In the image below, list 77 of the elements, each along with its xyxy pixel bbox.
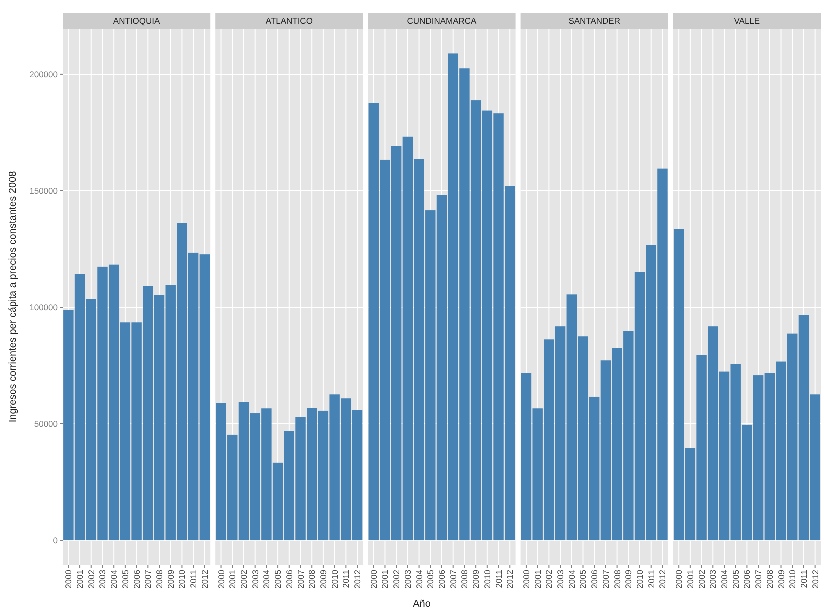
- x-tick-label: 2002: [544, 570, 554, 589]
- chart-title: ANTIOQUIA: [113, 16, 160, 26]
- y-tick-label: 50000: [34, 419, 58, 430]
- x-tick-label: 2005: [578, 570, 588, 589]
- x-tick-label: 2003: [98, 570, 108, 589]
- x-tick-label: 2004: [719, 570, 730, 589]
- y-tick-label: 100000: [30, 302, 58, 312]
- x-tick-label: 2010: [635, 570, 646, 589]
- x-tick-label: 2006: [742, 570, 752, 589]
- chart-title: SANTANDER: [568, 16, 620, 26]
- x-tick-label: 2011: [341, 570, 352, 588]
- x-tick-label: 2005: [426, 570, 436, 589]
- x-tick-label: 2006: [132, 570, 142, 589]
- x-tick-label: 2000: [216, 570, 226, 589]
- chart-title: ATLANTICO: [266, 16, 314, 26]
- x-tick-label: 2009: [318, 570, 328, 589]
- x-tick-label: 2009: [776, 570, 786, 589]
- x-tick-label: 2009: [166, 570, 176, 589]
- x-tick-label: 2010: [482, 570, 492, 589]
- x-tick-label: 2003: [250, 570, 260, 589]
- x-tick-label: 2008: [307, 570, 318, 589]
- y-tick-label: 150000: [30, 186, 58, 196]
- x-tick-label: 2012: [810, 570, 820, 589]
- x-tick-label: 2003: [708, 570, 718, 589]
- x-tick-label: 2008: [460, 570, 470, 589]
- x-tick-label: 2009: [624, 570, 634, 589]
- x-tick-label: 2007: [143, 570, 154, 589]
- x-tick-label: 2000: [64, 570, 74, 589]
- x-tick-label: 2001: [75, 570, 86, 589]
- x-tick-label: 2007: [600, 570, 611, 589]
- x-tick-label: 2007: [448, 570, 458, 589]
- x-tick-label: 2008: [612, 570, 622, 589]
- x-tick-label: 2002: [696, 570, 707, 589]
- x-tick-label: 2004: [109, 570, 120, 589]
- x-tick-label: 2004: [566, 570, 577, 589]
- x-tick-label: 2010: [788, 570, 798, 589]
- x-tick-label: 2000: [674, 570, 684, 589]
- x-tick-label: 2010: [177, 570, 188, 589]
- x-tick-label: 2006: [284, 570, 294, 589]
- chart-title: VALLE: [734, 16, 760, 26]
- x-tick-label: 2006: [437, 570, 447, 589]
- x-tick-label: 2001: [532, 570, 543, 589]
- x-tick-label: 2012: [658, 570, 668, 589]
- x-tick-label: 2008: [764, 570, 775, 589]
- y-tick-label: 200000: [30, 69, 58, 80]
- x-tick-label: 2007: [296, 570, 306, 589]
- x-tick-label: 2012: [505, 570, 516, 589]
- x-tick-label: 2005: [273, 570, 284, 589]
- x-tick-label: 2002: [238, 570, 249, 589]
- x-tick-label: 2000: [368, 570, 379, 589]
- x-tick-label: 2011: [646, 570, 656, 588]
- x-tick-label: 2006: [590, 570, 600, 589]
- x-tick-label: 2001: [380, 570, 390, 589]
- x-tick-label: 2011: [188, 570, 199, 588]
- x-tick-label: 2003: [556, 570, 566, 589]
- x-tick-label: 2008: [154, 570, 165, 589]
- x-tick-label: 2005: [730, 570, 741, 589]
- x-tick-label: 2004: [414, 570, 424, 589]
- x-tick-label: 2012: [200, 570, 210, 589]
- x-axis-title: Año: [413, 599, 432, 610]
- x-tick-label: 2009: [471, 570, 482, 589]
- x-tick-label: 2011: [798, 570, 809, 588]
- x-tick-label: 2000: [521, 570, 532, 589]
- x-tick-label: 2012: [352, 570, 363, 589]
- x-tick-label: 2007: [754, 570, 764, 589]
- x-tick-label: 2005: [120, 570, 130, 589]
- x-tick-label: 2010: [330, 570, 340, 589]
- y-axis-title: Ingresos corrientes per cápita a precios constantes 2008: [8, 170, 19, 423]
- x-tick-label: 2004: [262, 570, 272, 589]
- chart-title: CUNDINAMARCA: [407, 16, 478, 26]
- x-tick-label: 2002: [86, 570, 96, 589]
- x-tick-label: 2003: [402, 570, 413, 589]
- x-tick-label: 2011: [494, 570, 504, 588]
- x-tick-label: 2001: [228, 570, 238, 589]
- x-tick-label: 2002: [392, 570, 402, 589]
- y-tick-label: 0: [53, 536, 58, 546]
- x-tick-label: 2001: [685, 570, 696, 589]
